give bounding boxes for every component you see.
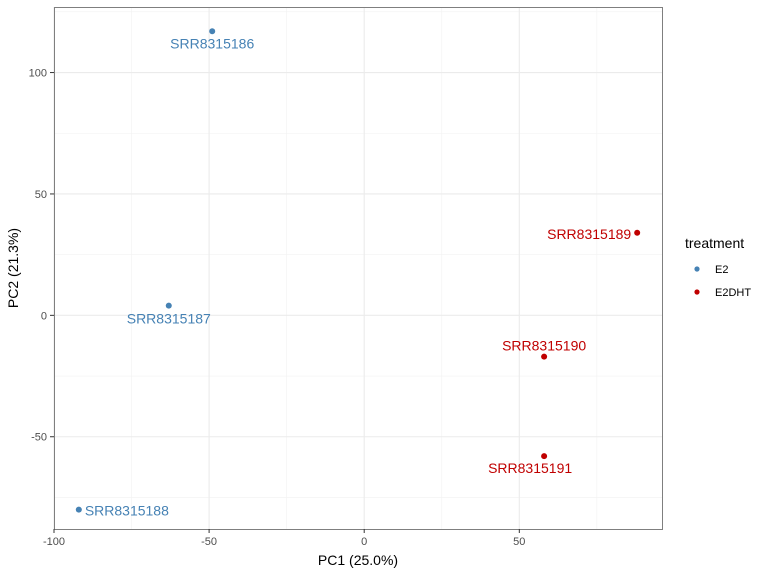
legend-title: treatment <box>685 235 744 251</box>
data-point <box>634 229 641 236</box>
x-tick-label: -50 <box>201 536 217 548</box>
x-axis-title: PC1 (25.0%) <box>318 552 398 568</box>
x-tick-label: 50 <box>513 536 525 548</box>
legend-label: E2DHT <box>715 287 751 299</box>
point-label: SRR8315189 <box>547 226 631 242</box>
data-point <box>541 353 548 360</box>
panel-border <box>54 7 663 530</box>
y-tick-label: 0 <box>41 310 47 322</box>
grid-minor <box>54 7 662 529</box>
axis-ticks: -100 -50 0 50 -50 0 50 100 <box>29 68 526 548</box>
data-point <box>75 506 82 513</box>
legend-label: E2 <box>715 264 728 276</box>
point-label: SRR8315188 <box>85 503 169 519</box>
y-tick-label: 100 <box>29 68 47 80</box>
data-point <box>541 453 548 460</box>
legend-key <box>694 266 700 272</box>
x-tick-label: -100 <box>43 536 65 548</box>
x-tick-label: 0 <box>361 536 367 548</box>
legend-key <box>694 289 700 295</box>
y-axis-title: PC2 (21.3%) <box>5 228 21 308</box>
y-tick-label: -50 <box>31 432 47 444</box>
data-point <box>165 302 172 309</box>
data-point <box>209 28 216 35</box>
point-label: SRR8315191 <box>488 460 572 476</box>
y-tick-label: 50 <box>35 189 47 201</box>
point-label: SRR8315187 <box>127 311 211 327</box>
legend: treatment E2 E2DHT <box>685 235 751 299</box>
point-labels: SRR8315186 SRR8315187 SRR8315188 SRR8315189… <box>85 35 632 518</box>
point-label: SRR8315190 <box>502 338 586 354</box>
point-label: SRR8315186 <box>170 35 254 51</box>
data-points <box>75 28 641 513</box>
legend-items: E2 E2DHT <box>694 264 751 299</box>
